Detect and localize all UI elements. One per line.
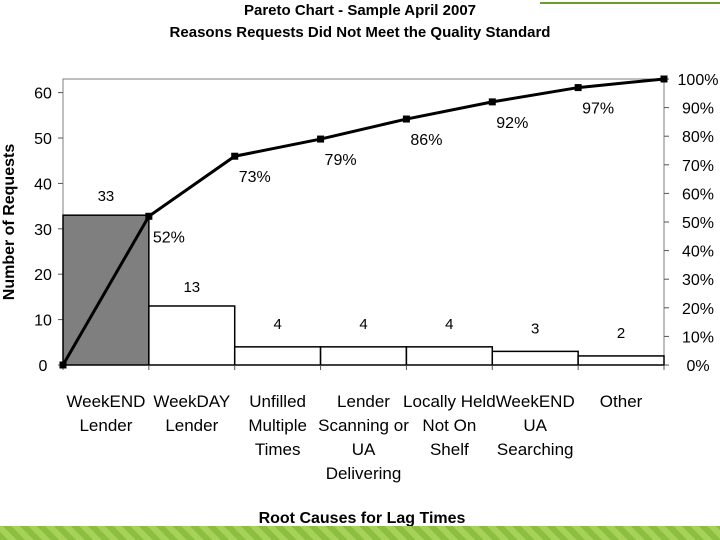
category-label-line: Scanning or bbox=[318, 416, 409, 435]
category-label-line: Other bbox=[600, 392, 643, 411]
x-axis-title: Root Causes for Lag Times bbox=[259, 510, 466, 527]
cumulative-pct-label: 86% bbox=[410, 132, 442, 149]
category-label-line: Unfilled bbox=[249, 392, 306, 411]
category-label-line: Shelf bbox=[430, 440, 469, 459]
top-accent-rule bbox=[540, 2, 720, 4]
bar bbox=[148, 305, 236, 366]
category-label-line: Not On bbox=[422, 416, 476, 435]
category-label-line: Multiple bbox=[248, 416, 307, 435]
y2-tick-label: 30% bbox=[682, 272, 714, 289]
cumulative-pct-label: 79% bbox=[325, 152, 357, 169]
category-label-line: WeekDAY bbox=[153, 392, 230, 411]
bar-value-label: 4 bbox=[273, 316, 281, 333]
category-label: Lender Scanning or UA Delivering bbox=[318, 392, 409, 483]
cumulative-marker bbox=[59, 361, 67, 369]
category-label-line: Lender bbox=[337, 392, 390, 411]
y-tick-label: 20 bbox=[34, 267, 52, 284]
cumulative-line bbox=[61, 77, 665, 366]
category-label-line: Lender bbox=[165, 416, 218, 435]
category-label-line: UA bbox=[523, 416, 547, 435]
category-label: WeekDAY Lender bbox=[153, 392, 230, 435]
y2-tick-label: 50% bbox=[682, 215, 714, 232]
category-label-line: WeekEND bbox=[66, 392, 145, 411]
bar bbox=[405, 346, 494, 366]
cumulative-pct-label: 52% bbox=[153, 229, 185, 246]
cumulative-marker bbox=[402, 115, 410, 123]
category-label-line: Locally Held bbox=[403, 392, 496, 411]
bar-value-label: 13 bbox=[183, 279, 200, 296]
y2-tick-label: 10% bbox=[682, 329, 714, 346]
cumulative-marker bbox=[574, 84, 582, 92]
bar-value-label: 4 bbox=[445, 316, 453, 333]
category-label-line: Searching bbox=[497, 440, 574, 459]
cumulative-pct-label: 92% bbox=[496, 115, 528, 132]
y-tick-label: 40 bbox=[34, 176, 52, 193]
y-tick-label: 60 bbox=[34, 86, 52, 103]
cumulative-marker bbox=[488, 98, 496, 106]
cumulative-pct-label: 73% bbox=[239, 169, 271, 186]
y-axis-title: Number of Requests bbox=[1, 144, 18, 301]
cumulative-pct-label: 97% bbox=[582, 101, 614, 118]
y2-tick-label: 80% bbox=[682, 129, 714, 146]
chart-subtitle: Reasons Requests Did Not Meet the Qualit… bbox=[169, 24, 551, 41]
category-label-line: Times bbox=[255, 440, 301, 459]
category-label: Other bbox=[600, 392, 643, 411]
category-label: Unfilled Multiple Times bbox=[248, 392, 307, 459]
y2-tick-label: 70% bbox=[682, 158, 714, 175]
bar-value-label: 33 bbox=[98, 188, 115, 205]
category-label-line: Delivering bbox=[326, 464, 402, 483]
bar bbox=[233, 346, 322, 366]
cumulative-marker bbox=[145, 212, 153, 220]
category-label-line: WeekEND bbox=[496, 392, 575, 411]
bar-value-label: 2 bbox=[617, 325, 625, 342]
chart-title: Pareto Chart - Sample April 2007 bbox=[243, 2, 477, 19]
category-label-line: UA bbox=[352, 440, 376, 459]
y-tick-label: 50 bbox=[34, 131, 52, 148]
footer-band bbox=[0, 526, 720, 540]
category-label-line: Lender bbox=[79, 416, 132, 435]
y-tick-label: 0 bbox=[39, 358, 48, 375]
cumulative-marker bbox=[317, 135, 325, 143]
category-label: WeekEND Lender bbox=[66, 392, 145, 435]
bar bbox=[577, 355, 665, 366]
y-tick-label: 30 bbox=[34, 222, 52, 239]
y2-tick-label: 40% bbox=[682, 244, 714, 261]
y-tick-label: 10 bbox=[34, 313, 52, 330]
bar bbox=[319, 346, 408, 366]
bar-value-label: 4 bbox=[359, 316, 367, 333]
bar-value-label: 3 bbox=[531, 320, 539, 337]
y2-tick-label: 60% bbox=[682, 186, 714, 203]
y2-tick-label: 100% bbox=[678, 72, 719, 89]
category-label: Locally Held Not On Shelf bbox=[403, 392, 496, 459]
cumulative-marker bbox=[660, 75, 668, 83]
y2-tick-label: 20% bbox=[682, 301, 714, 318]
y2-tick-label: 0% bbox=[686, 358, 709, 375]
category-label: WeekEND UA Searching bbox=[496, 392, 575, 459]
cumulative-marker bbox=[231, 152, 239, 160]
bar bbox=[491, 350, 579, 366]
y2-tick-label: 90% bbox=[682, 101, 714, 118]
